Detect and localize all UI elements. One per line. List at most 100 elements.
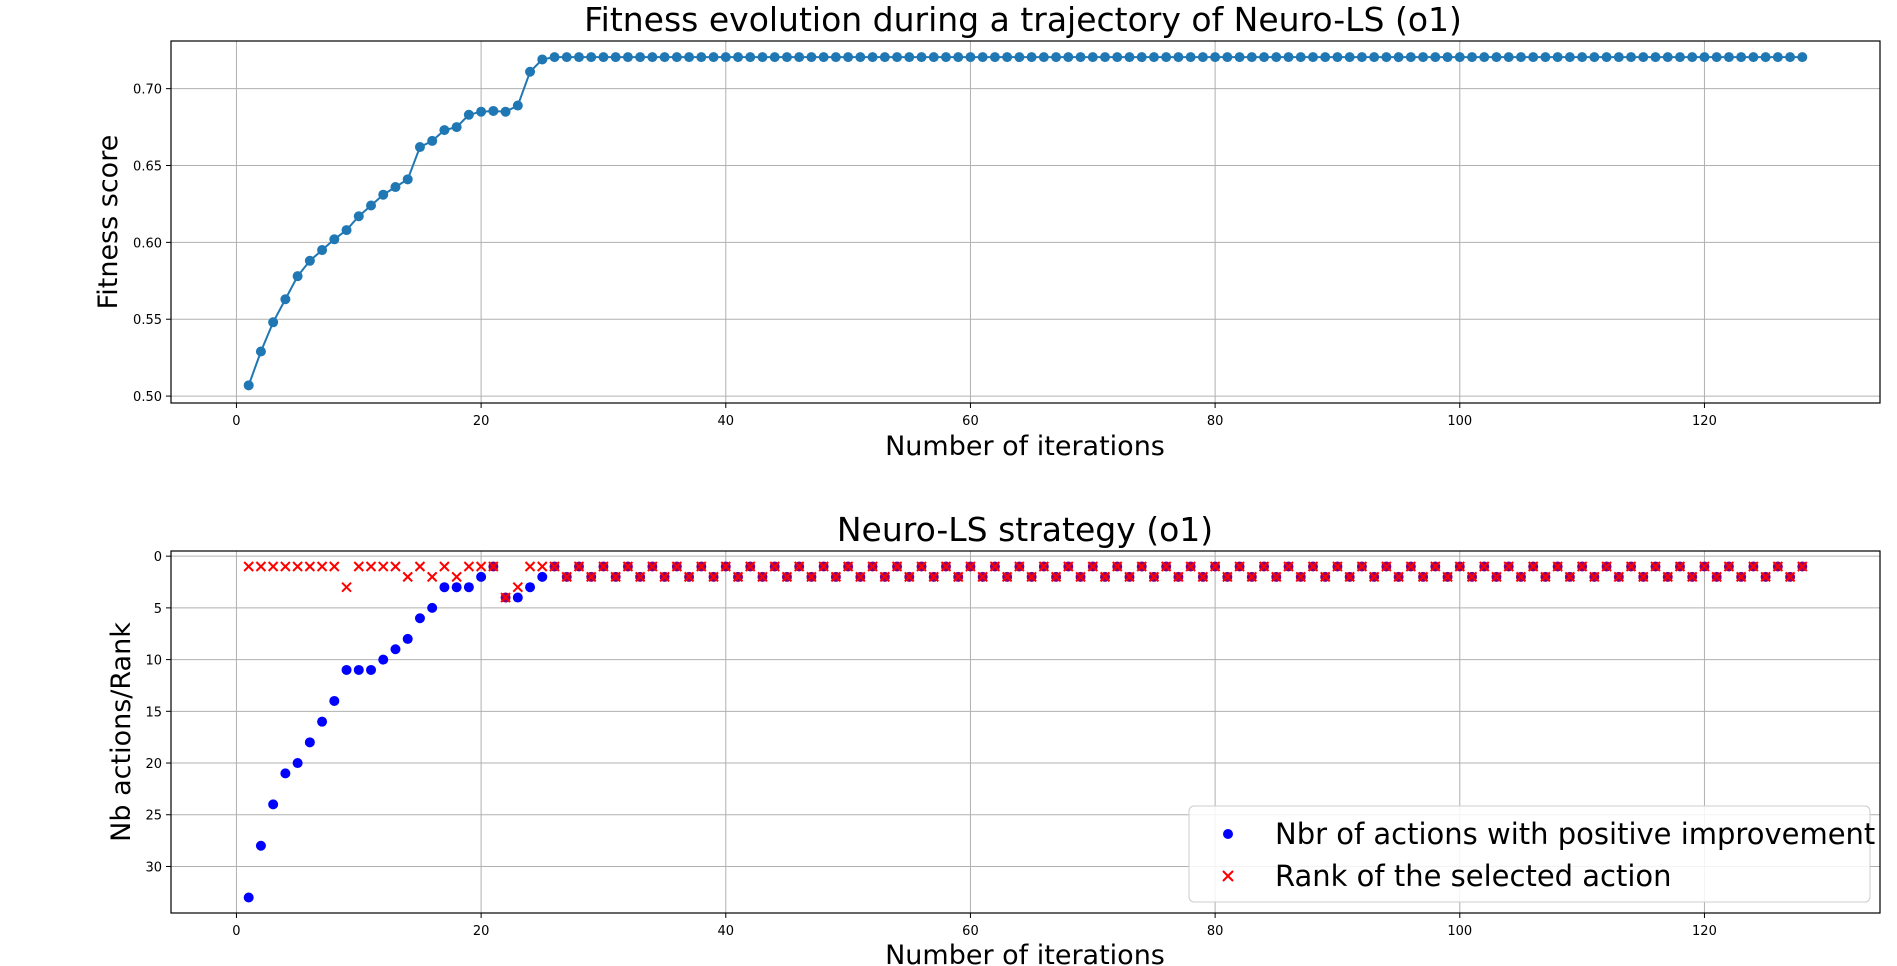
fitness-point	[1026, 52, 1037, 63]
fitness-point	[733, 52, 744, 63]
fitness-point	[317, 245, 328, 256]
fitness-point	[525, 66, 536, 77]
selected-rank-marker	[329, 561, 340, 572]
fitness-point	[1723, 52, 1734, 63]
selected-rank-marker	[1038, 561, 1050, 572]
fitness-chart-ylabel: Fitness score	[93, 135, 124, 310]
fitness-point	[329, 234, 340, 245]
selected-rank-marker	[1442, 571, 1453, 583]
fitness-point	[1540, 52, 1551, 63]
selected-rank-marker	[598, 561, 609, 572]
selected-rank-marker	[243, 561, 254, 572]
selected-rank-marker	[1491, 571, 1502, 583]
fitness-point	[1271, 52, 1282, 63]
fitness-point	[794, 52, 805, 63]
selected-rank-marker	[1160, 561, 1172, 572]
fitness-point	[1075, 52, 1086, 63]
fitness-point	[622, 52, 633, 63]
fitness-ytick-label: 0.60	[133, 236, 162, 251]
fitness-point	[1515, 52, 1526, 63]
fitness-point	[1748, 52, 1759, 63]
positive-actions-point	[341, 664, 352, 675]
selected-rank-marker	[1687, 571, 1698, 583]
fitness-point	[1797, 52, 1808, 63]
positive-actions-point	[427, 602, 438, 613]
fitness-xtick-label: 20	[473, 414, 490, 429]
fitness-point	[1552, 52, 1563, 63]
fitness-point	[977, 52, 988, 63]
selected-rank-marker	[537, 561, 548, 572]
fitness-point	[1185, 52, 1196, 63]
fitness-point	[1381, 52, 1392, 63]
fitness-point	[414, 142, 425, 153]
strategy-ytick-label: 15	[145, 705, 162, 720]
positive-actions-point	[280, 768, 291, 779]
fitness-point	[1418, 52, 1429, 63]
fitness-xtick-label: 80	[1207, 414, 1224, 429]
positive-actions-point	[243, 892, 254, 903]
selected-rank-marker	[1576, 561, 1588, 572]
fitness-point	[659, 52, 670, 63]
fitness-point	[1626, 52, 1637, 63]
selected-rank-marker	[1454, 561, 1465, 572]
fitness-point	[1772, 52, 1783, 63]
fitness-point	[1442, 52, 1453, 63]
selected-rank-marker	[475, 561, 487, 572]
strategy-ytick-label: 20	[145, 757, 162, 772]
selected-rank-marker	[304, 561, 316, 572]
selected-rank-marker	[1735, 571, 1747, 583]
fitness-point	[916, 52, 927, 63]
selected-rank-marker	[1613, 571, 1625, 583]
selected-rank-marker	[1515, 571, 1527, 583]
fitness-point	[806, 52, 817, 63]
fitness-point	[720, 52, 731, 63]
fitness-point	[537, 54, 548, 65]
selected-rank-marker	[928, 571, 939, 583]
legend-marker-selected-rank	[1222, 870, 1234, 882]
fitness-chart-grid	[171, 41, 1880, 403]
legend-box	[1188, 805, 1871, 903]
positive-actions-point	[353, 664, 364, 675]
strategy-xtick-label: 120	[1692, 924, 1717, 939]
fitness-point	[1699, 52, 1710, 63]
selected-rank-marker	[1711, 571, 1722, 583]
selected-rank-marker	[1136, 561, 1147, 572]
selected-rank-marker	[1699, 561, 1710, 572]
selected-rank-marker	[818, 561, 829, 572]
selected-rank-marker	[622, 561, 634, 572]
selected-rank-marker	[1540, 571, 1551, 583]
selected-rank-marker	[830, 571, 842, 583]
strategy-chart-ticks: 0 20 40 60 80 100 120 0 5 10 15 20 25 30	[145, 550, 1716, 939]
strategy-chart-marks	[243, 561, 1808, 903]
fitness-point	[855, 52, 866, 63]
fitness-ytick-label: 0.70	[133, 83, 162, 98]
selected-rank-marker	[879, 571, 891, 583]
fitness-point	[476, 106, 487, 117]
selected-rank-marker	[708, 571, 719, 583]
selected-rank-marker	[683, 571, 695, 583]
selected-rank-marker	[1381, 561, 1392, 572]
selected-rank-marker	[842, 561, 854, 572]
strategy-xtick-label: 60	[962, 924, 979, 939]
legend-label-positive-actions: Nbr of actions with positive improvement	[1275, 817, 1875, 851]
fitness-point	[1528, 52, 1539, 63]
fitness-point	[1283, 52, 1294, 63]
selected-rank-marker	[806, 571, 817, 583]
selected-rank-marker	[378, 561, 389, 572]
selected-rank-marker	[916, 561, 927, 572]
selected-rank-marker	[1222, 571, 1233, 583]
fitness-point	[1124, 52, 1135, 63]
selected-rank-marker	[365, 561, 377, 572]
fitness-point	[1014, 52, 1025, 63]
fitness-chart: Fitness evolution during a trajectory of…	[93, 0, 1881, 462]
fitness-point	[769, 52, 780, 63]
selected-rank-marker	[1124, 571, 1135, 583]
selected-rank-marker	[1295, 571, 1306, 583]
strategy-chart-title: Neuro-LS strategy (o1)	[837, 510, 1213, 549]
positive-actions-point	[451, 582, 462, 593]
fitness-point	[353, 211, 364, 222]
selected-rank-marker	[1430, 561, 1441, 572]
fitness-point	[1161, 52, 1172, 63]
fitness-point	[1454, 52, 1465, 63]
